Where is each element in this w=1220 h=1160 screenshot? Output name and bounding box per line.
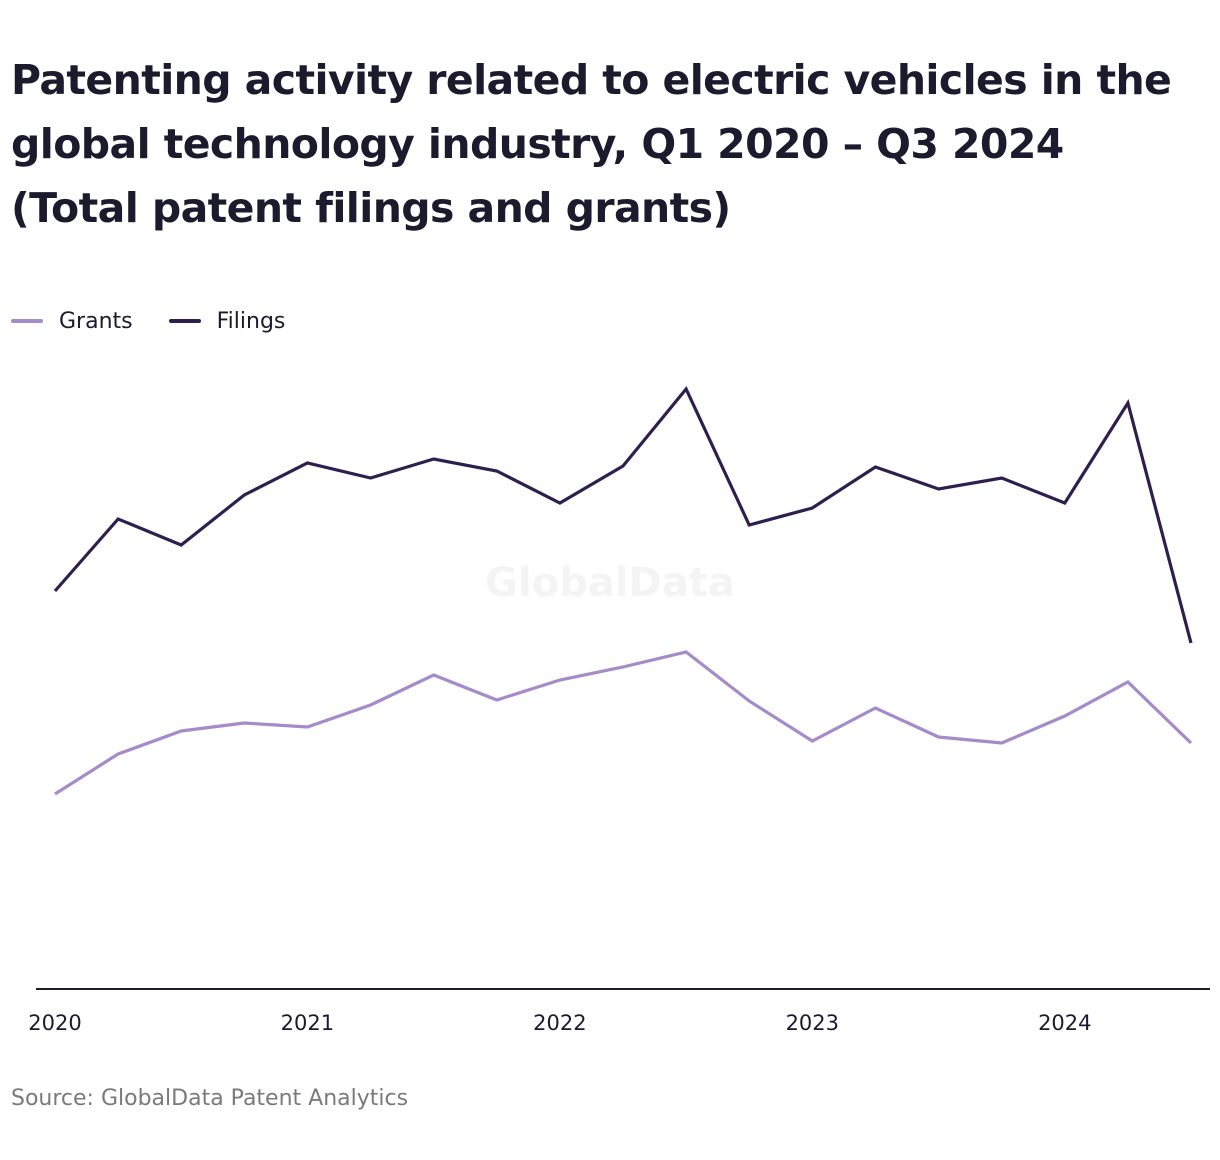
x-tick-label: 2021	[281, 1011, 334, 1035]
x-tick-label: 2020	[28, 1011, 81, 1035]
chart-legend: Grants Filings	[11, 306, 321, 336]
legend-label-filings: Filings	[216, 308, 286, 334]
legend-item-grants: Grants	[11, 309, 133, 334]
x-tick-labels: 2020 2021 2022 2023 2024	[28, 1011, 1091, 1035]
watermark-text: GlobalData	[485, 560, 735, 606]
source-note: Source: GlobalData Patent Analytics	[11, 1086, 409, 1111]
series-line-filings	[53, 386, 1193, 644]
series-line-grants	[54, 650, 1193, 796]
x-tick-label: 2022	[533, 1011, 586, 1035]
legend-label-grants: Grants	[59, 308, 133, 334]
chart-title: Patenting activity related to electric v…	[11, 56, 1172, 232]
series-layer	[53, 386, 1193, 796]
legend-item-filings: Filings	[168, 308, 286, 334]
legend-swatch-grants	[11, 319, 43, 323]
x-tick-label: 2023	[786, 1011, 839, 1035]
x-tick-label: 2024	[1038, 1011, 1091, 1035]
legend-swatch-filings	[168, 319, 201, 323]
